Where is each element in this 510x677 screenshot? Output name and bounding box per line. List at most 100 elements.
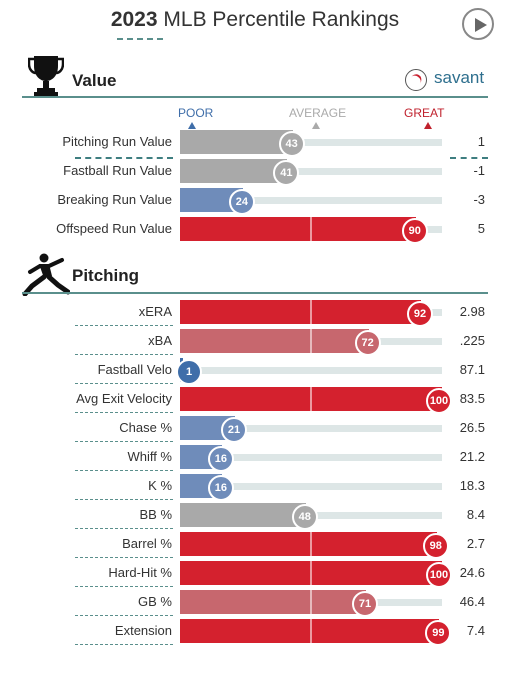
average-tick [310,619,312,643]
metric-divider [75,528,173,529]
scale-average-label: AVERAGE [289,106,347,120]
percentile-bubble: 98 [422,533,449,559]
percentile-bubble: 16 [207,475,234,501]
percentile-bubble: 92 [407,301,434,327]
metric-divider [75,470,173,471]
percentile-bubble: 24 [228,189,255,215]
metric-row[interactable]: Extension 99 7.4 [0,617,510,646]
metric-row[interactable]: Fastball Velo 1 87.1 [0,356,510,385]
percentile-bubble: 100 [426,388,452,414]
percentile-bubble: 100 [426,562,452,588]
percentile-bar [180,532,437,556]
percentile-track [180,139,442,146]
percentile-bubble: 99 [425,620,452,646]
brand-name: savant [434,68,485,87]
section-title-pitching: Pitching [72,266,140,285]
percentile-bar [180,503,306,527]
title-year: 2023 [110,8,158,31]
percentile-bar [180,619,440,643]
metric-row[interactable]: xERA 92 2.98 [0,298,510,327]
metric-value: 26.5 [459,420,485,435]
metric-label: Pitching Run Value [62,134,172,149]
metric-divider [75,325,173,326]
metric-row[interactable]: xBA 72 .225 [0,327,510,356]
metric-value: 21.2 [459,449,485,464]
metric-divider [75,557,173,558]
percentile-bubble: 43 [278,131,305,157]
section-title-value: Value [72,71,117,90]
metric-label: Avg Exit Velocity [76,391,172,406]
metric-value: .225 [459,333,485,348]
percentile-bubble: 71 [352,591,379,617]
metric-label: Whiff % [127,449,172,464]
metric-divider [75,412,173,413]
metric-value: 8.4 [466,507,485,522]
percentile-bar [180,217,416,241]
metric-label: xERA [138,304,172,319]
section-divider-pitching [22,292,488,294]
page-title: 2023 MLB Percentile Rankings [0,8,510,32]
row-marker-right [450,157,488,159]
percentile-track [180,367,442,374]
scale-great-marker [424,122,432,129]
average-tick [310,590,312,614]
percentile-bar [180,130,293,154]
metric-divider [75,383,173,384]
metric-value: -1 [473,163,485,178]
metric-row[interactable]: Avg Exit Velocity 100 83.5 [0,385,510,414]
metric-divider [75,586,173,587]
metric-label: BB % [139,507,172,522]
metric-row[interactable]: Hard-Hit % 100 24.6 [0,559,510,588]
metric-value: 46.4 [459,594,485,609]
metric-row[interactable]: GB % 71 46.4 [0,588,510,617]
metric-divider [75,354,173,355]
metric-value: 24.6 [459,565,485,580]
trophy-icon [28,56,64,98]
metric-label: xBA [148,333,172,348]
metric-label: Extension [114,623,172,638]
percentile-bar [180,329,369,353]
metric-label: Chase % [119,420,172,435]
metric-row[interactable]: Chase % 21 26.5 [0,414,510,443]
metric-value: 2.7 [466,536,485,551]
metric-label: K % [148,478,172,493]
metric-value: 83.5 [459,391,485,406]
metric-row[interactable]: Whiff % 16 21.2 [0,443,510,472]
metric-row[interactable]: Fastball Run Value 41 -1 [0,157,510,186]
metric-divider [75,615,173,616]
metric-row[interactable]: Breaking Run Value 24 -3 [0,186,510,215]
metric-value: -3 [473,192,485,207]
scale-poor-label: POOR [178,106,214,120]
pitcher-icon [22,253,70,296]
metric-label: Breaking Run Value [57,192,172,207]
metric-row[interactable]: K % 16 18.3 [0,472,510,501]
percentile-bar [180,300,422,324]
metric-value: 1 [477,134,485,149]
metric-row[interactable]: Barrel % 98 2.7 [0,530,510,559]
metric-label: Fastball Velo [97,362,172,377]
average-tick [310,329,312,353]
metric-label: Hard-Hit % [108,565,172,580]
percentile-bar [180,159,288,183]
average-tick [310,217,312,241]
percentile-track [180,425,442,432]
percentile-bubble: 41 [273,160,300,186]
title-underline [117,38,163,40]
average-tick [310,532,312,556]
baseball-icon [405,69,427,91]
metric-value: 7.4 [466,623,485,638]
percentile-track [180,454,442,461]
metric-row[interactable]: BB % 48 8.4 [0,501,510,530]
metric-row[interactable]: Pitching Run Value 43 1 [0,128,510,157]
percentile-bar [180,590,367,614]
scale-great-label: GREAT [404,106,445,120]
metric-divider [75,499,173,500]
metric-row[interactable]: Offspeed Run Value 90 5 [0,215,510,244]
metric-divider [75,441,173,442]
metric-label: Barrel % [122,536,172,551]
percentile-bubble: 90 [401,218,428,244]
scale-poor-marker [188,122,196,129]
percentile-track [180,168,442,175]
metric-value: 2.98 [459,304,485,319]
play-icon[interactable] [462,8,494,40]
